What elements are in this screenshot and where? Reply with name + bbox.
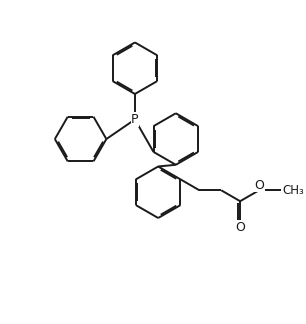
Text: CH₃: CH₃ <box>282 184 304 197</box>
Text: O: O <box>235 221 245 234</box>
Text: P: P <box>131 113 139 126</box>
Text: O: O <box>254 179 264 192</box>
